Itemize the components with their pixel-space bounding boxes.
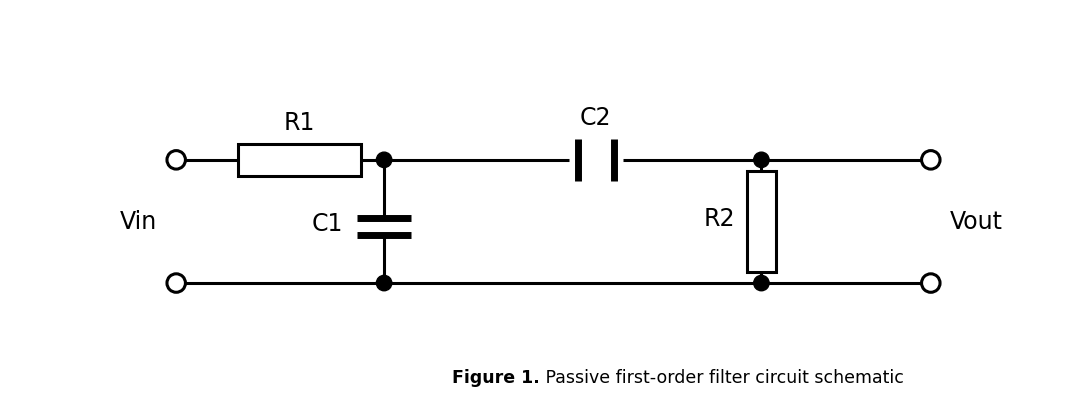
Text: Passive first-order filter circuit schematic: Passive first-order filter circuit schem…: [540, 369, 904, 387]
Text: C2: C2: [580, 106, 611, 130]
Text: R2: R2: [704, 206, 735, 230]
Text: C1: C1: [312, 211, 343, 236]
Circle shape: [754, 153, 769, 168]
Text: Figure 1.: Figure 1.: [453, 369, 540, 387]
Circle shape: [377, 276, 392, 291]
Text: Vout: Vout: [950, 210, 1003, 234]
Circle shape: [754, 276, 769, 291]
Text: R1: R1: [284, 111, 315, 135]
Bar: [238, 144, 361, 177]
Circle shape: [377, 153, 392, 168]
Bar: [746, 172, 777, 272]
Text: Vin: Vin: [120, 210, 157, 234]
